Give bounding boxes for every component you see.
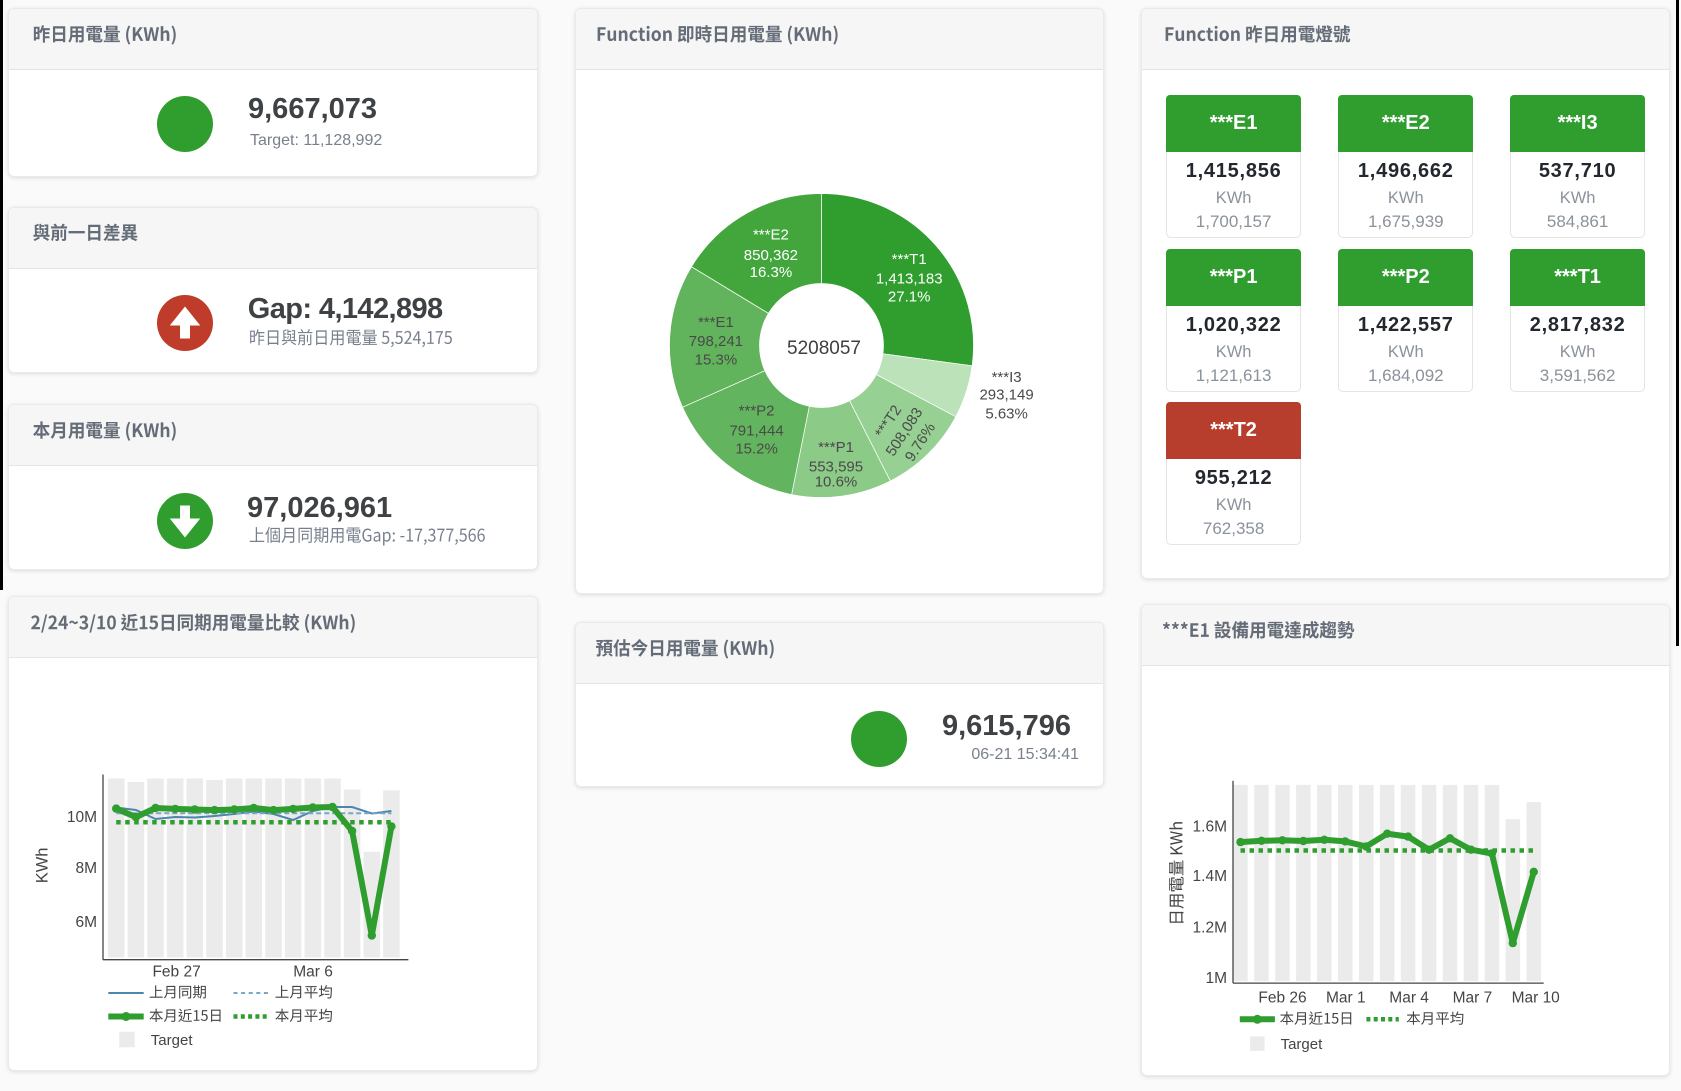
svg-text:27.1%: 27.1% xyxy=(888,288,931,305)
svg-text:10.6%: 10.6% xyxy=(815,473,858,490)
svg-text:8M: 8M xyxy=(75,860,97,877)
svg-text:Mar 10: Mar 10 xyxy=(1512,990,1561,1007)
svg-text:Mar 4: Mar 4 xyxy=(1389,990,1429,1007)
svg-text:Target: Target xyxy=(151,1032,194,1049)
svg-text:5.63%: 5.63% xyxy=(985,405,1028,422)
svg-text:293,149: 293,149 xyxy=(979,387,1033,404)
svg-text:1M: 1M xyxy=(1205,970,1227,987)
svg-text:798,241: 798,241 xyxy=(689,333,743,350)
svg-text:1.4M: 1.4M xyxy=(1193,868,1227,885)
svg-text:15.3%: 15.3% xyxy=(695,352,738,369)
svg-text:10M: 10M xyxy=(67,809,97,826)
svg-text:Mar 7: Mar 7 xyxy=(1453,990,1493,1007)
svg-text:1,413,183: 1,413,183 xyxy=(876,271,943,288)
svg-text:Target: Target xyxy=(1281,1036,1324,1053)
svg-text:***I3: ***I3 xyxy=(992,369,1022,386)
svg-text:6M: 6M xyxy=(75,914,97,931)
svg-text:Feb 26: Feb 26 xyxy=(1258,990,1306,1007)
svg-text:5208057: 5208057 xyxy=(787,338,861,359)
svg-text:***E1: ***E1 xyxy=(698,314,734,331)
svg-text:553,595: 553,595 xyxy=(809,458,863,475)
svg-text:***P1: ***P1 xyxy=(818,439,854,456)
svg-text:16.3%: 16.3% xyxy=(750,264,793,281)
svg-text:Mar 6: Mar 6 xyxy=(293,963,333,980)
svg-text:850,362: 850,362 xyxy=(744,247,798,264)
svg-text:Feb 27: Feb 27 xyxy=(152,963,200,980)
svg-text:***T1: ***T1 xyxy=(892,251,927,268)
svg-text:***P2: ***P2 xyxy=(739,403,775,420)
svg-text:KWh: KWh xyxy=(34,848,52,884)
svg-text:791,444: 791,444 xyxy=(729,422,783,439)
svg-text:15.2%: 15.2% xyxy=(735,441,778,458)
svg-text:1.6M: 1.6M xyxy=(1193,818,1227,835)
svg-text:1.2M: 1.2M xyxy=(1193,919,1227,936)
svg-text:***E2: ***E2 xyxy=(753,226,789,243)
svg-text:Mar 1: Mar 1 xyxy=(1326,990,1366,1007)
